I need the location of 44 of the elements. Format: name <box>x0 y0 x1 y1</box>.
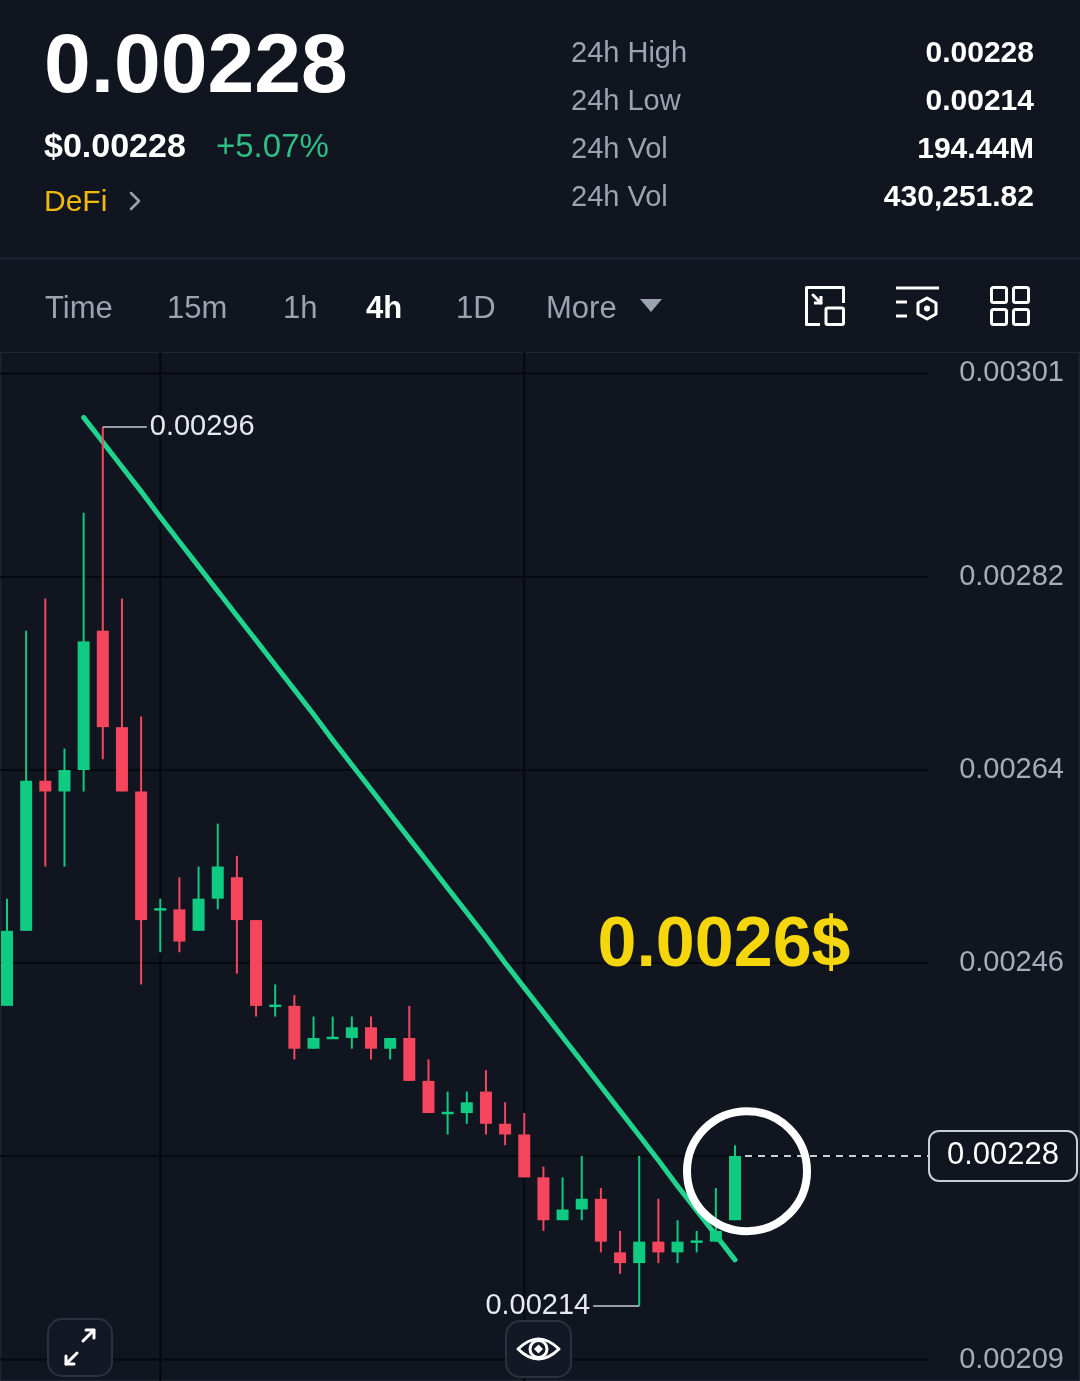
candlestick <box>384 1037 397 1061</box>
y-tick-label: 0.00301 <box>959 355 1064 388</box>
text: 24h Vol <box>571 132 668 164</box>
text: 15m <box>167 290 228 325</box>
text: DeFi <box>44 184 108 217</box>
candlestick <box>39 597 52 868</box>
text: 0.00214 <box>925 83 1035 116</box>
annotation: 0.00214 <box>485 1287 591 1320</box>
text: 430,251.82 <box>883 179 1034 212</box>
text: More <box>546 290 617 325</box>
candlestick <box>671 1219 684 1265</box>
text: 194.44M <box>917 131 1034 164</box>
text: 1h <box>283 290 318 325</box>
y-tick-label: 0.00209 <box>959 1341 1064 1374</box>
text: 1D <box>456 290 496 325</box>
candlestick <box>709 1187 722 1243</box>
y-tick-label: 0.00264 <box>959 751 1064 784</box>
candlestick <box>58 747 71 868</box>
candlestick <box>575 1154 588 1222</box>
candlestick <box>154 897 167 954</box>
candlestick <box>633 1154 646 1307</box>
candlestick <box>499 1101 512 1147</box>
text: 24h High <box>571 36 688 68</box>
text: 0.00228 <box>925 35 1034 68</box>
ref-line-label: 0.00228 <box>946 1136 1060 1172</box>
annotation: 0.0026$ <box>597 903 851 981</box>
y-tick-label: 0.00246 <box>959 944 1064 977</box>
text: +5.07% <box>216 127 329 164</box>
candlestick <box>614 1229 627 1275</box>
candlestick <box>345 1015 358 1050</box>
candlestick <box>460 1090 473 1125</box>
text: Time <box>45 290 113 325</box>
text: $0.00228 <box>44 126 186 164</box>
text: 24h Low <box>571 84 682 116</box>
text: 0.00228 <box>44 16 348 110</box>
candlestick <box>307 1015 320 1050</box>
text: 24h Vol <box>571 180 668 212</box>
y-tick-label: 0.00282 <box>959 558 1064 591</box>
annotation: 0.00296 <box>149 408 255 441</box>
candlestick <box>556 1176 569 1222</box>
candlestick <box>365 1015 377 1061</box>
candlestick <box>690 1229 703 1254</box>
candlestick <box>652 1197 665 1265</box>
text: 4h <box>366 290 403 325</box>
